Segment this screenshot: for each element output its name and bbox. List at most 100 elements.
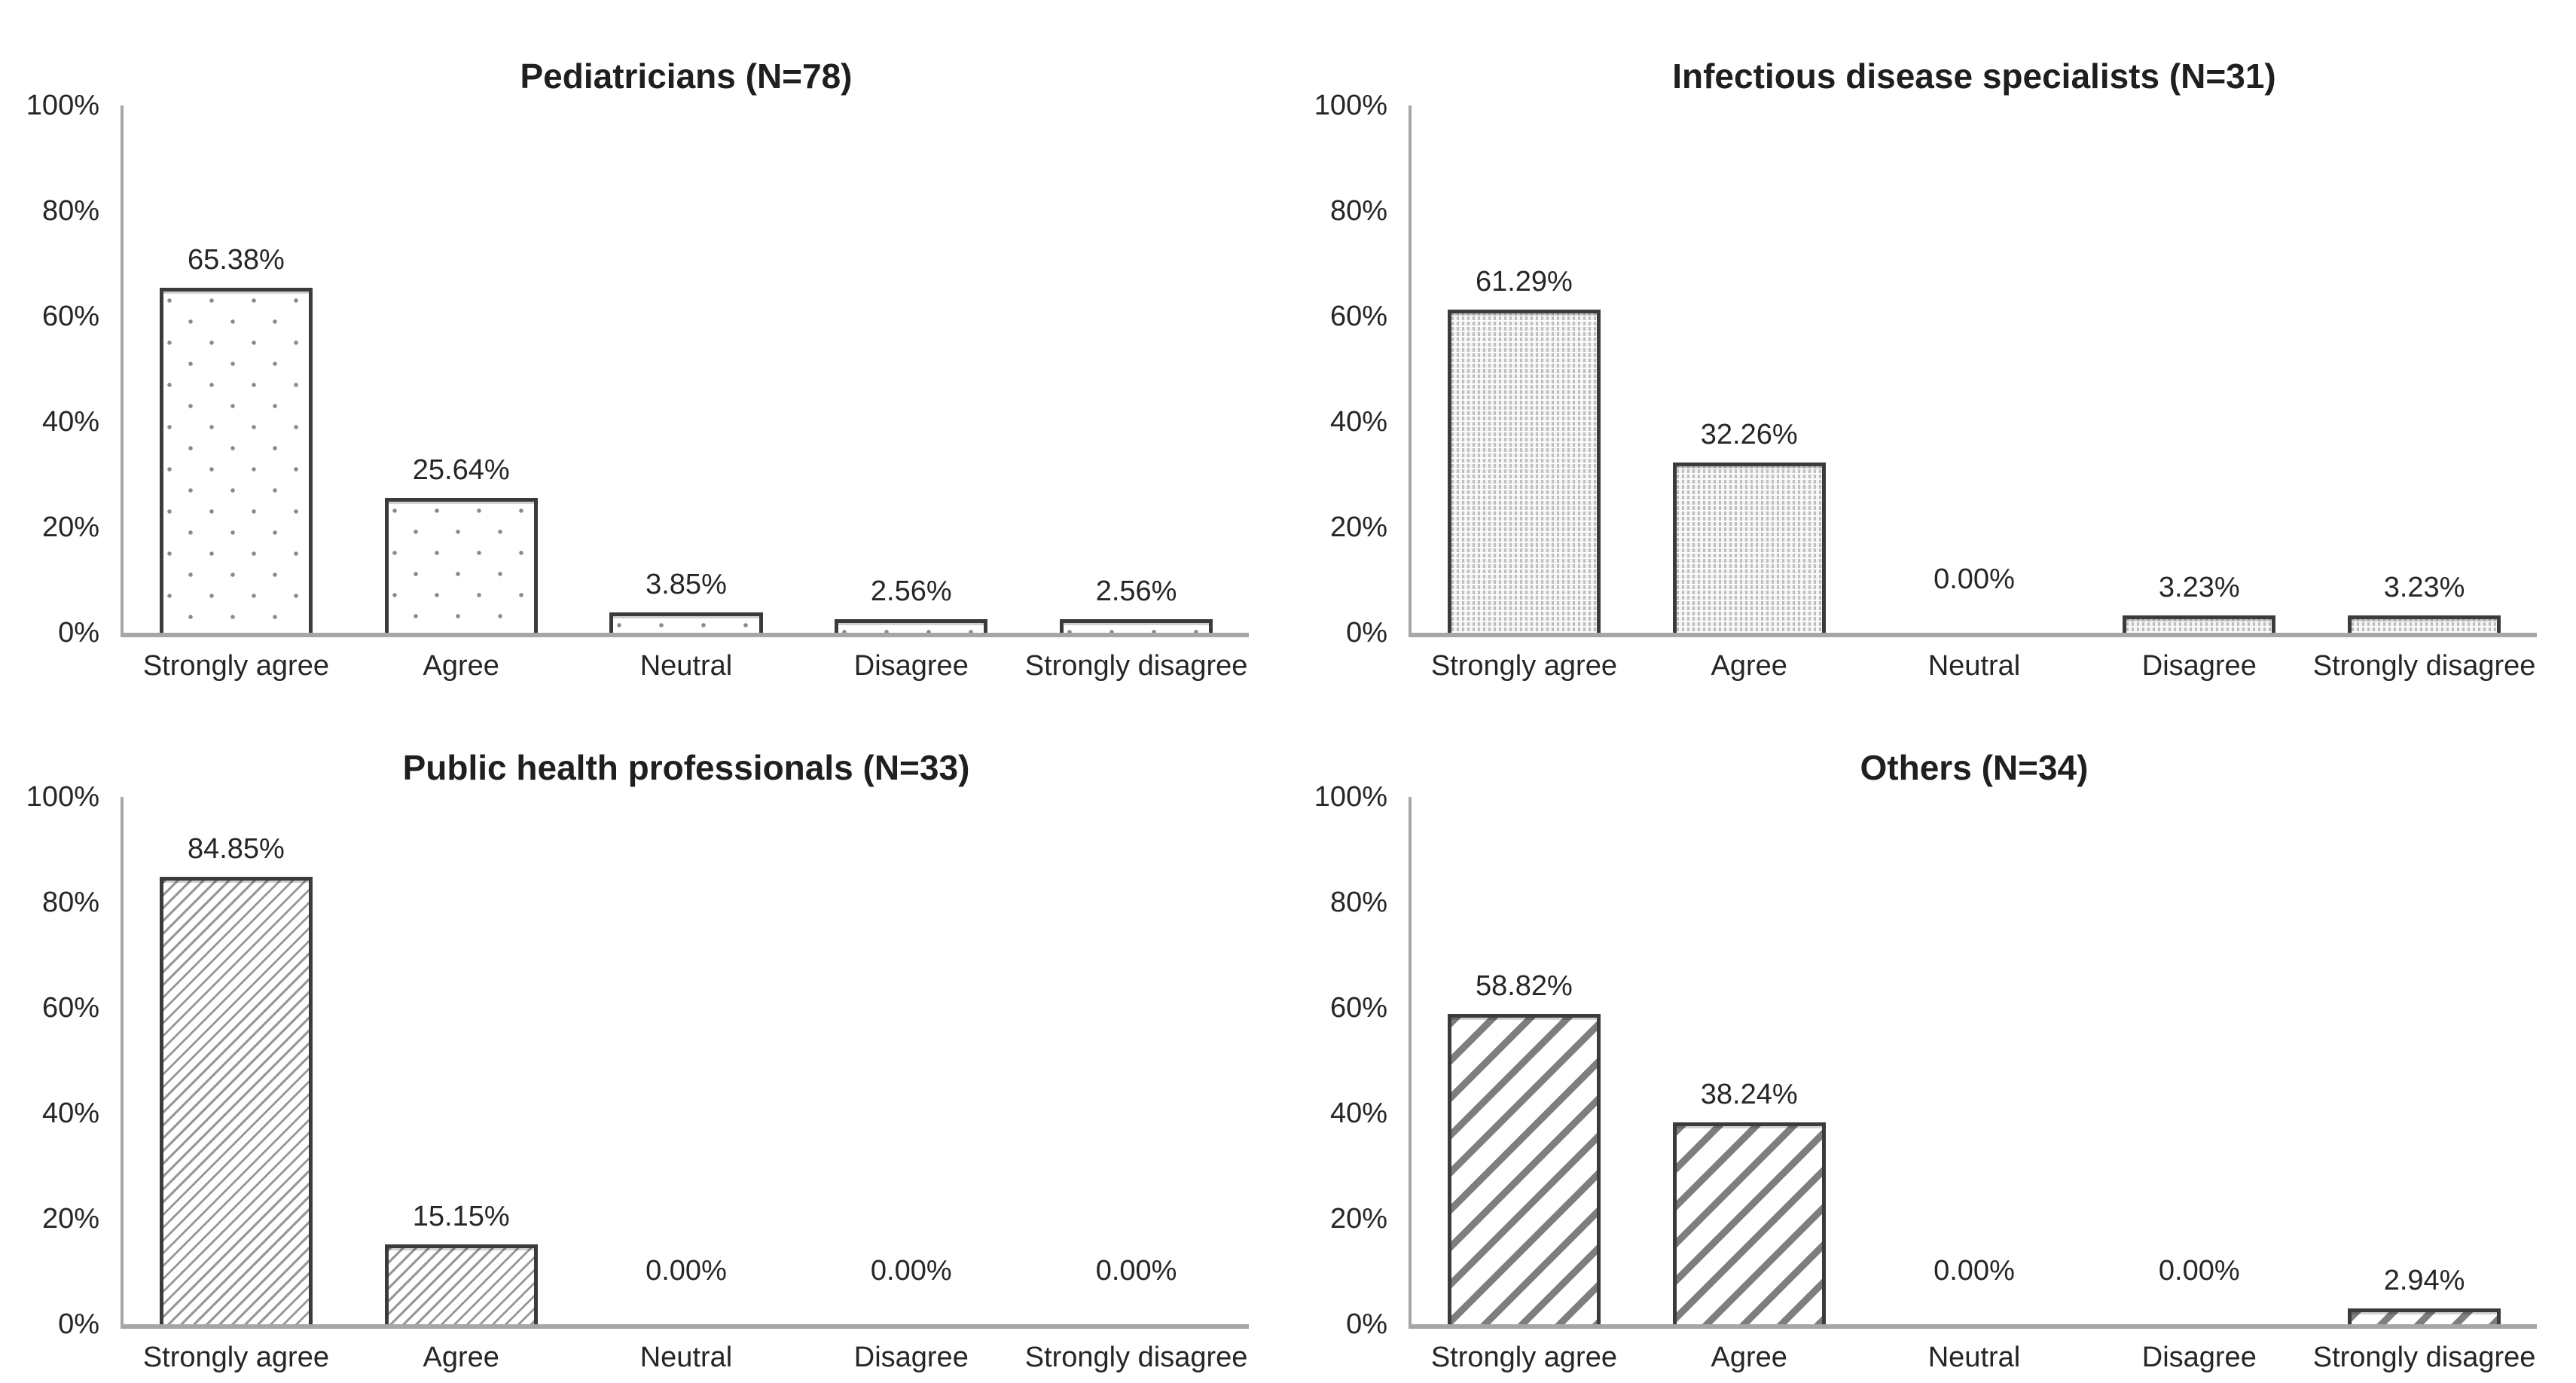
x-category-label: Disagree (853, 650, 969, 682)
x-category-label: Agree (1711, 1342, 1787, 1373)
x-category-label: Strongly agree (142, 1342, 329, 1373)
y-tick-label: 0% (58, 617, 99, 649)
y-tick-label: 20% (1329, 511, 1387, 543)
y-tick-label: 80% (1329, 195, 1387, 227)
y-tick-label: 20% (1329, 1203, 1387, 1235)
y-tick-label: 60% (1329, 301, 1387, 332)
y-tick-label: 40% (1329, 406, 1387, 438)
chart-others-n-34: Others (N=34) 100% 80% 60% 40% 20% 0% 58.82% 38.… (1288, 692, 2576, 1383)
bar-value-label: 0.00% (1934, 563, 2015, 595)
bar-strongly-disagree (1059, 619, 1213, 633)
bar-strongly-disagree (2347, 1308, 2501, 1324)
bar-strongly-agree (159, 288, 313, 633)
y-tick-label: 80% (41, 887, 99, 918)
x-category-label: Neutral (639, 1342, 733, 1373)
bar-strongly-agree (1447, 1014, 1601, 1324)
bar-neutral (609, 612, 763, 633)
x-category-label: Agree (423, 650, 499, 682)
bar-slot: 38.24% (1637, 797, 1862, 1324)
y-tick-label: 60% (1329, 992, 1387, 1024)
bar-value-label: 3.23% (2158, 572, 2240, 604)
bar-slot: 25.64% (349, 105, 574, 633)
x-category-label: Agree (423, 1342, 499, 1373)
chart-pediatricians-n-78: Pediatricians (N=78) 100% 80% 60% 40% 20% 0% 65… (0, 0, 1288, 692)
bar-slot: 0.00% (1862, 797, 2087, 1324)
bar-strongly-agree (1447, 309, 1601, 633)
x-category-label: Neutral (1927, 1342, 2021, 1373)
bar-value-label: 15.15% (412, 1200, 510, 1232)
bar-slot: 2.56% (1024, 105, 1249, 633)
bar-slot: 15.15% (349, 797, 574, 1324)
bar-slot: 61.29% (1412, 105, 1637, 633)
y-axis: 100% 80% 60% 40% 20% 0% (8, 91, 121, 647)
chart-public-health-professionals-n-33: Public health professionals (N=33) 100% 80… (0, 692, 1288, 1383)
bar-value-label: 3.23% (2383, 572, 2465, 604)
plot-area: 61.29% 32.26% 0.00% 3.23% 3.23% (1409, 105, 2537, 637)
y-tick-label: 0% (58, 1308, 99, 1340)
x-category-label: Strongly agree (142, 650, 329, 682)
x-category-label: Strongly disagree (1024, 650, 1248, 682)
bar-value-label: 84.85% (187, 833, 285, 866)
y-tick-label: 0% (1346, 1308, 1387, 1340)
bar-value-label: 0.00% (2158, 1255, 2240, 1287)
x-category-label: Disagree (2141, 1342, 2257, 1373)
y-tick-label: 40% (41, 406, 99, 438)
x-category-label: Disagree (853, 1342, 969, 1373)
x-category-label: Strongly disagree (1024, 1342, 1248, 1373)
bar-slot: 58.82% (1412, 797, 1637, 1324)
chart-title: Others (N=34) (1860, 748, 2089, 787)
bar-slot: 3.23% (2086, 105, 2312, 633)
bar-value-label: 2.56% (1095, 575, 1177, 608)
y-tick-label: 60% (41, 992, 99, 1024)
bar-value-label: 2.94% (2383, 1265, 2465, 1297)
x-category-label: Strongly agree (1430, 1342, 1617, 1373)
chart-title: Pediatricians (N=78) (520, 56, 853, 96)
bar-slot: 0.00% (574, 797, 799, 1324)
y-axis: 100% 80% 60% 40% 20% 0% (8, 783, 121, 1339)
y-tick-label: 80% (41, 195, 99, 227)
plot-area: 58.82% 38.24% 0.00% 0.00% 2.94% (1409, 797, 2537, 1329)
bar-agree (384, 1244, 538, 1324)
bar-slot: 84.85% (124, 797, 349, 1324)
bar-slot: 2.56% (798, 105, 1024, 633)
bar-strongly-agree (159, 877, 313, 1324)
bar-slot: 0.00% (1024, 797, 1249, 1324)
bar-value-label: 0.00% (646, 1255, 727, 1287)
x-category-label: Strongly disagree (2312, 1342, 2536, 1373)
x-category-label: Strongly agree (1430, 650, 1617, 682)
bar-slot: 0.00% (2086, 797, 2312, 1324)
bar-value-label: 2.56% (870, 575, 952, 608)
chart-title: Infectious disease specialists (N=31) (1672, 56, 2276, 96)
bar-agree (1672, 463, 1826, 633)
bar-agree (384, 497, 538, 633)
bar-value-label: 65.38% (187, 244, 285, 276)
bar-value-label: 32.26% (1700, 419, 1798, 451)
chart-title: Public health professionals (N=33) (402, 748, 970, 787)
bar-strongly-disagree (2347, 615, 2501, 633)
y-tick-label: 100% (1314, 781, 1387, 813)
bar-value-label: 3.85% (646, 569, 727, 601)
x-category-label: Agree (1711, 650, 1787, 682)
bar-slot: 2.94% (2312, 797, 2537, 1324)
y-tick-label: 60% (41, 301, 99, 332)
bar-value-label: 25.64% (412, 453, 510, 486)
bar-disagree (835, 619, 988, 633)
y-tick-label: 20% (41, 1203, 99, 1235)
x-category-label: Neutral (1927, 650, 2021, 682)
bar-slot: 65.38% (124, 105, 349, 633)
bar-slot: 3.85% (574, 105, 799, 633)
y-tick-label: 80% (1329, 887, 1387, 918)
bar-value-label: 0.00% (1934, 1255, 2015, 1287)
chart-infectious-disease-specialists-n-31: Infectious disease specialists (N=31) 100… (1288, 0, 2576, 692)
y-tick-label: 100% (26, 90, 99, 121)
bar-slot: 0.00% (1862, 105, 2087, 633)
plot-area: 65.38% 25.64% 3.85% 2.56% 2.56% (121, 105, 1249, 637)
bar-slot: 32.26% (1637, 105, 1862, 633)
y-tick-label: 40% (41, 1098, 99, 1129)
x-category-label: Neutral (639, 650, 733, 682)
plot-area: 84.85% 15.15% 0.00% 0.00% 0.00% (121, 797, 1249, 1329)
y-tick-label: 100% (1314, 90, 1387, 121)
x-category-label: Strongly disagree (2312, 650, 2536, 682)
y-axis: 100% 80% 60% 40% 20% 0% (1296, 783, 1409, 1339)
x-category-label: Disagree (2141, 650, 2257, 682)
